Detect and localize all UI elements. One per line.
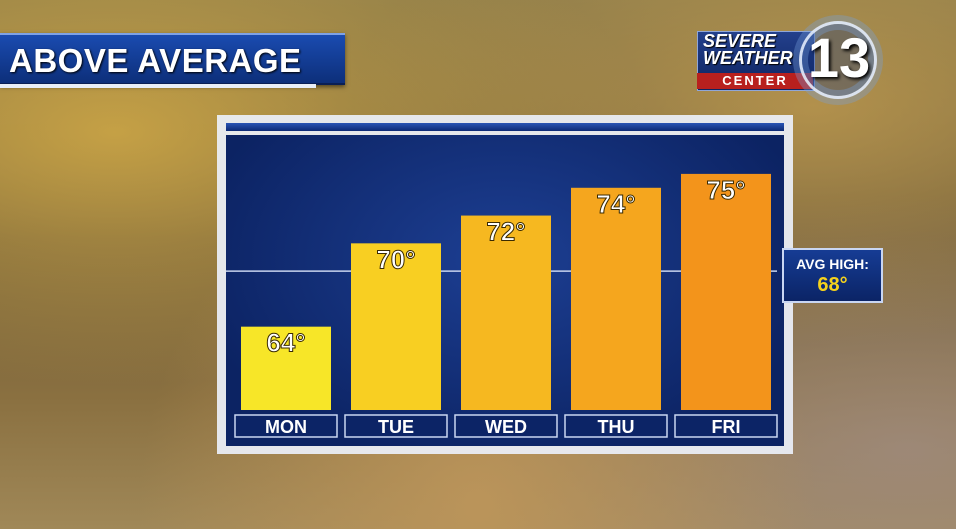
- category-label: FRI: [712, 417, 741, 437]
- bar-value-label: 64°: [266, 328, 305, 358]
- category-label-box: [234, 414, 338, 438]
- headline-banner: ABOVE AVERAGE: [0, 33, 345, 85]
- avg-high-box: AVG HIGH: 68°: [782, 248, 883, 303]
- logo-line1: SEVERE: [703, 31, 777, 51]
- logo-number: 13: [807, 26, 871, 89]
- avg-high-label: AVG HIGH:: [796, 256, 869, 272]
- bar-value-label: 72°: [486, 217, 525, 247]
- logo-ring: [799, 21, 877, 99]
- category-label-box: [454, 414, 558, 438]
- logo-line2: WEATHER: [703, 48, 793, 68]
- headline-text: ABOVE AVERAGE: [9, 42, 302, 79]
- bar-value-label: 74°: [596, 189, 635, 219]
- bar-wed: [461, 215, 551, 410]
- chart-top-bar: [226, 123, 784, 131]
- bar-value-label: 70°: [376, 244, 415, 274]
- bar-fri: [681, 173, 771, 410]
- logo-center-strip: CENTER: [697, 73, 813, 89]
- bar-mon: [241, 326, 331, 410]
- category-label: THU: [598, 417, 635, 437]
- category-label-box: [674, 414, 778, 438]
- bar-tue: [351, 243, 441, 410]
- avg-high-value: 68°: [817, 274, 848, 296]
- banner-underline: [0, 84, 316, 88]
- category-label: TUE: [378, 417, 414, 437]
- bar-thu: [571, 187, 661, 410]
- bar-value-label: 75°: [706, 175, 745, 205]
- category-label: WED: [485, 417, 527, 437]
- station-logo: SEVERE WEATHER CENTER 13: [695, 17, 885, 105]
- category-label-box: [564, 414, 668, 438]
- category-label: MON: [265, 417, 307, 437]
- category-label-box: [344, 414, 448, 438]
- logo-text: SEVERE WEATHER: [703, 31, 793, 68]
